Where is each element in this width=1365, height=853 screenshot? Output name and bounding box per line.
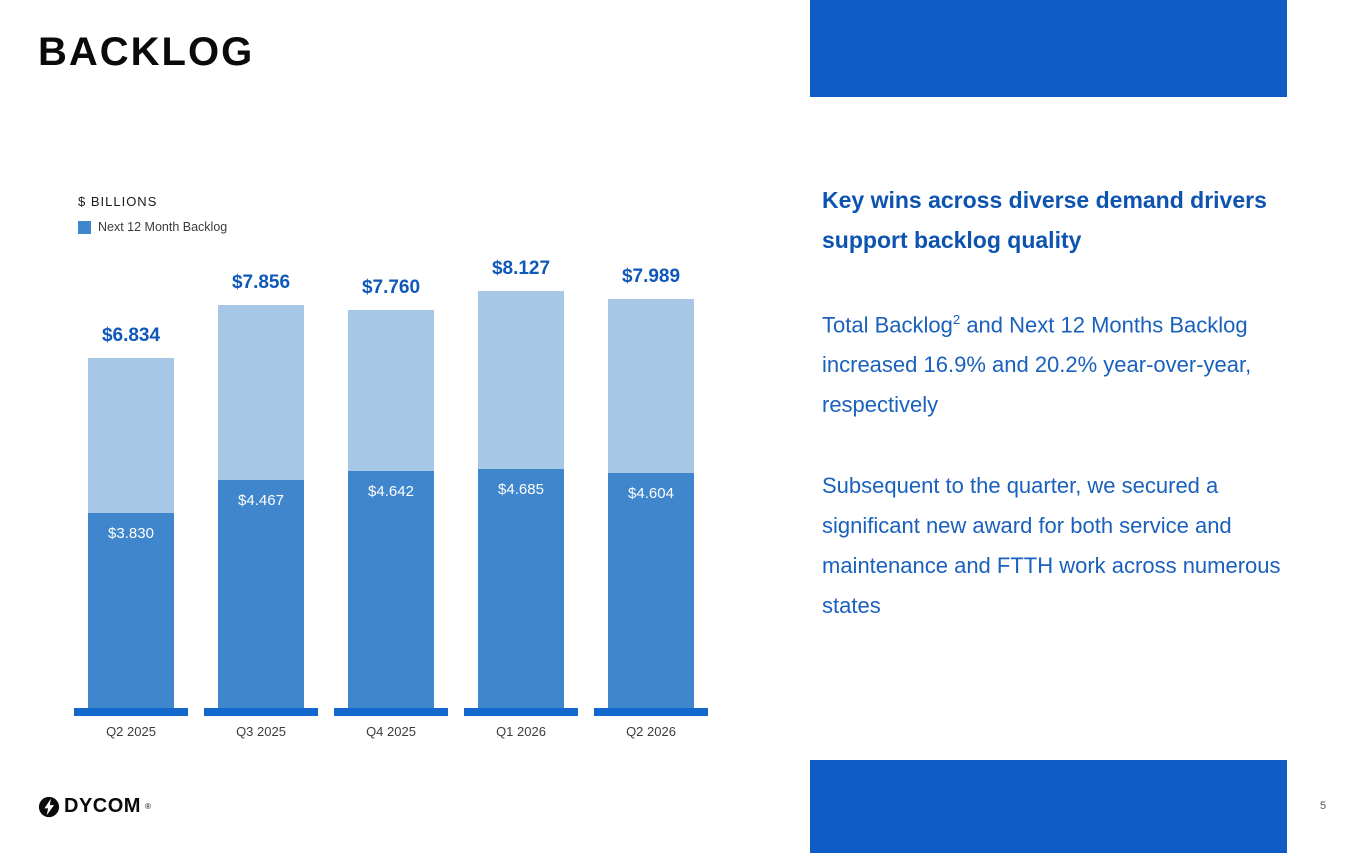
bar-segment-value-label: $4.467 [238, 492, 284, 509]
x-axis-category-label: Q2 2026 [626, 724, 676, 739]
bar-segment-value-label: $4.642 [368, 483, 414, 500]
bar-segment-total-remainder [218, 305, 304, 480]
x-axis-category-label: Q3 2025 [236, 724, 286, 739]
bar-total-value-label: $8.127 [491, 258, 551, 279]
bar-segment-next-12-month [218, 480, 304, 710]
bar-baseline-pedestal [74, 708, 188, 716]
footnote-superscript: 2 [952, 312, 961, 327]
slide-title: BACKLOG [38, 30, 255, 74]
bar-segment-value-label: $4.604 [628, 485, 674, 502]
bar-segment-next-12-month [348, 471, 434, 710]
page-number: 5 [1320, 800, 1327, 812]
bar-segment-next-12-month [88, 513, 174, 710]
bar-segment-total-remainder [478, 291, 564, 469]
bar-total-value-label: $7.856 [231, 272, 291, 293]
commentary-paragraph-2: Subsequent to the quarter, we secured a … [822, 473, 1281, 619]
x-axis-category-label: Q2 2025 [106, 724, 156, 739]
bottom-right-accent-bar [810, 760, 1287, 853]
chart-legend: Next 12 Month Backlog [78, 220, 227, 234]
bar-segment-value-label: $3.830 [108, 525, 154, 542]
bar-baseline-pedestal [334, 708, 448, 716]
commentary-panel: Key wins across diverse demand drivers s… [822, 180, 1288, 667]
legend-label: Next 12 Month Backlog [98, 220, 228, 234]
bar-total-value-label: $7.989 [621, 266, 681, 287]
para1-text: Total Backlog [822, 312, 953, 338]
commentary-paragraph-1: Total Backlog2 and Next 12 Months Backlo… [822, 300, 1288, 425]
bar-segment-next-12-month [608, 473, 694, 710]
dycom-logo: DYCOM ® [38, 795, 151, 818]
bar-baseline-pedestal [464, 708, 578, 716]
bar-baseline-pedestal [594, 708, 708, 716]
dycom-logo-text: DYCOM [64, 795, 141, 817]
bar-total-value-label: $7.760 [361, 277, 421, 298]
dycom-logo-trademark: ® [144, 802, 151, 811]
backlog-bar-chart: $ BILLIONS Next 12 Month Backlog $6.834 $… [74, 194, 708, 739]
para1-text-continued: and Next 12 Months Backlog increased 16.… [822, 312, 1252, 418]
x-axis-category-label: Q4 2025 [366, 724, 416, 739]
legend-swatch-icon [78, 220, 91, 234]
bar-segment-next-12-month [478, 469, 564, 710]
bar-segment-total-remainder [348, 310, 434, 471]
bar-segment-value-label: $4.685 [498, 481, 544, 498]
bar-segment-total-remainder [88, 358, 174, 513]
chart-units-label: $ BILLIONS [78, 194, 158, 209]
top-right-accent-bar [810, 0, 1287, 97]
x-axis-category-label: Q1 2026 [496, 724, 546, 739]
dycom-logo-icon [38, 796, 60, 818]
commentary-heading: Key wins across diverse demand drivers s… [822, 187, 1267, 253]
bar-total-value-label: $6.834 [101, 325, 161, 346]
bar-segment-total-remainder [608, 299, 694, 473]
bar-baseline-pedestal [204, 708, 318, 716]
